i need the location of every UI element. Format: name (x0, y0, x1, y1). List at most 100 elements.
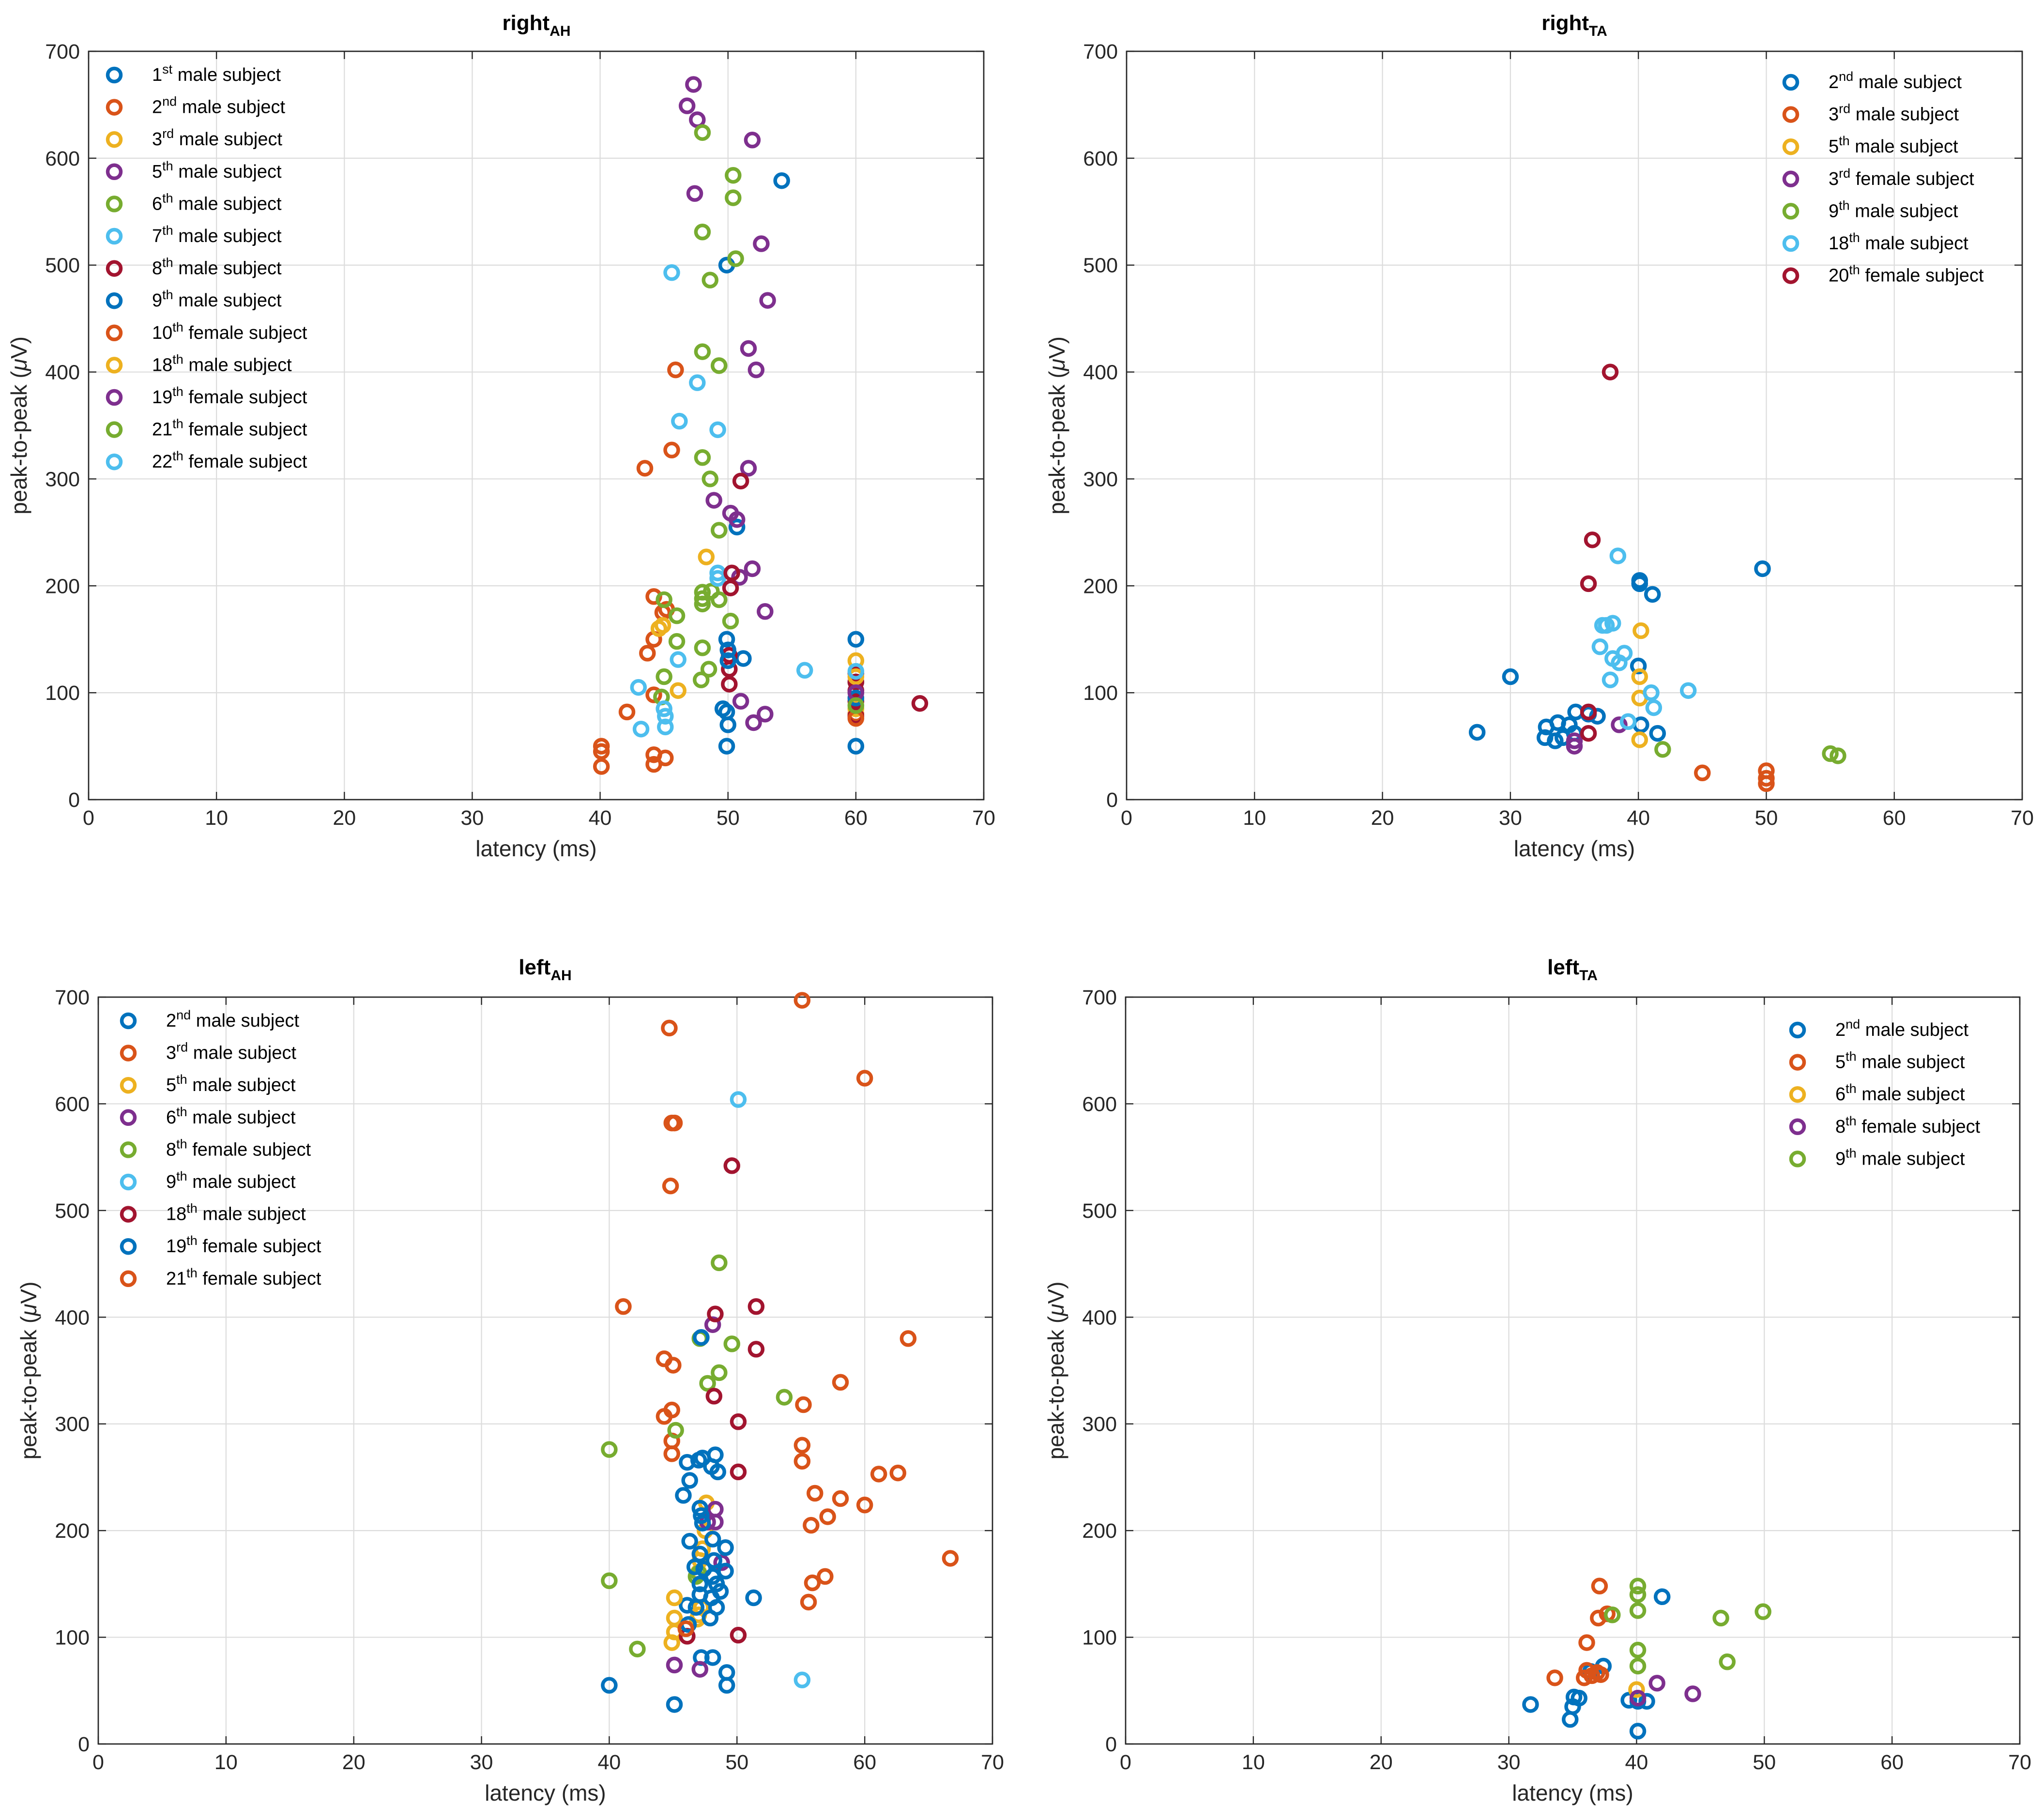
x-tick-label: 50 (1755, 806, 1778, 830)
data-point (719, 641, 736, 659)
legend-entry: 6th male subject (1835, 1081, 1965, 1105)
x-tick-label: 50 (717, 806, 740, 830)
y-axis-label: peak-to-peak (μV) (1044, 336, 1069, 515)
series-8th-female-subject (1629, 1675, 1701, 1707)
data-point (719, 716, 736, 733)
legend-entry: 3rd male subject (152, 126, 282, 150)
legend-marker (106, 324, 123, 342)
data-point (678, 97, 696, 114)
legend-marker (1782, 74, 1800, 91)
legend-marker (1782, 138, 1800, 155)
series-18th-male-subject (679, 1157, 765, 1645)
data-point (1631, 668, 1648, 685)
data-point (693, 1329, 710, 1346)
data-point (722, 579, 739, 596)
data-point (601, 1441, 618, 1458)
data-point (666, 1589, 683, 1607)
data-point (593, 758, 610, 775)
data-point (1522, 1696, 1539, 1713)
data-point (793, 1453, 811, 1470)
data-point (666, 1656, 683, 1674)
data-point (745, 714, 762, 731)
legend-marker (1782, 106, 1800, 123)
series-3rd-male-subject (615, 992, 959, 1611)
data-point (722, 612, 739, 630)
y-tick-label: 700 (45, 40, 80, 63)
data-point (732, 472, 749, 490)
series-22th-female-subject (847, 663, 865, 680)
y-axis-label: peak-to-peak (μV) (16, 1282, 41, 1460)
data-point (793, 1437, 811, 1454)
data-point (704, 1649, 721, 1666)
data-point (711, 1364, 728, 1381)
data-point (1502, 668, 1519, 685)
data-point (847, 738, 865, 755)
data-point (713, 1554, 730, 1571)
data-point (721, 676, 738, 693)
legend-marker (1789, 1151, 1806, 1167)
series-5th-male-subject (1546, 1577, 1616, 1686)
x-tick-label: 30 (1497, 1751, 1521, 1774)
data-point (717, 1562, 734, 1580)
data-point (723, 1335, 740, 1352)
data-point (1632, 622, 1649, 639)
data-point (806, 1485, 824, 1502)
data-point (757, 706, 774, 723)
data-point (709, 570, 726, 587)
legend-marker (120, 1012, 137, 1030)
data-point (796, 662, 813, 679)
x-tick-label: 40 (1625, 1751, 1648, 1774)
data-point (668, 607, 686, 624)
legend-marker (1789, 1118, 1806, 1136)
data-point (732, 693, 749, 710)
y-tick-label: 200 (1083, 575, 1118, 598)
data-point (1578, 1634, 1595, 1651)
data-point (730, 1413, 747, 1430)
data-point (694, 124, 711, 141)
axes-box (1126, 50, 2023, 801)
data-point (1638, 1693, 1655, 1710)
data-point (681, 1472, 698, 1489)
y-tick-label: 500 (55, 1199, 90, 1223)
plot-area (89, 51, 984, 800)
data-point (740, 340, 757, 357)
legend-marker (1789, 1086, 1806, 1103)
data-point (795, 1396, 812, 1413)
data-point (832, 1490, 849, 1507)
data-point (1822, 745, 1839, 762)
legend-entry: 9th male subject (1835, 1146, 1965, 1169)
y-axis-label: peak-to-peak (μV) (6, 336, 31, 515)
plot-title: rightAH (502, 11, 570, 39)
x-tick-label: 20 (333, 806, 356, 830)
data-point (718, 1677, 735, 1694)
data-point (847, 663, 865, 680)
legend-entry: 8th female subject (1835, 1114, 1981, 1137)
legend-entry: 5th male subject (1829, 134, 1958, 157)
legend-marker (120, 1045, 137, 1061)
data-point (1602, 364, 1619, 380)
data-point (1620, 1692, 1637, 1709)
y-tick-label: 600 (1082, 1092, 1117, 1116)
series-9th-male-subject (730, 1091, 811, 1688)
data-point (1758, 770, 1775, 787)
plot-title: rightTA (1541, 11, 1607, 39)
data-point (725, 167, 742, 184)
legend-entry: 19th female subject (166, 1233, 321, 1257)
data-point (832, 1374, 849, 1391)
legend-marker (120, 1206, 137, 1223)
legend: 2nd male subject 3rd male subject 5th male… (120, 1008, 321, 1289)
data-point (744, 560, 761, 577)
panel-left-ta: 0 10 20 30 40 50 60 700100200300400500600700lat… (1043, 955, 2031, 1805)
legend-marker (106, 131, 123, 148)
data-point (618, 703, 636, 721)
data-point (705, 492, 722, 509)
data-point (1644, 586, 1661, 603)
data-point (661, 1019, 678, 1037)
y-tick-label: 700 (1083, 40, 1118, 63)
data-point (1645, 699, 1663, 716)
x-tick-label: 20 (342, 1751, 366, 1774)
data-point (847, 668, 865, 685)
x-tick-label: 40 (1627, 806, 1650, 830)
series-18th-male-subject (1591, 547, 1697, 730)
data-point (692, 671, 710, 688)
